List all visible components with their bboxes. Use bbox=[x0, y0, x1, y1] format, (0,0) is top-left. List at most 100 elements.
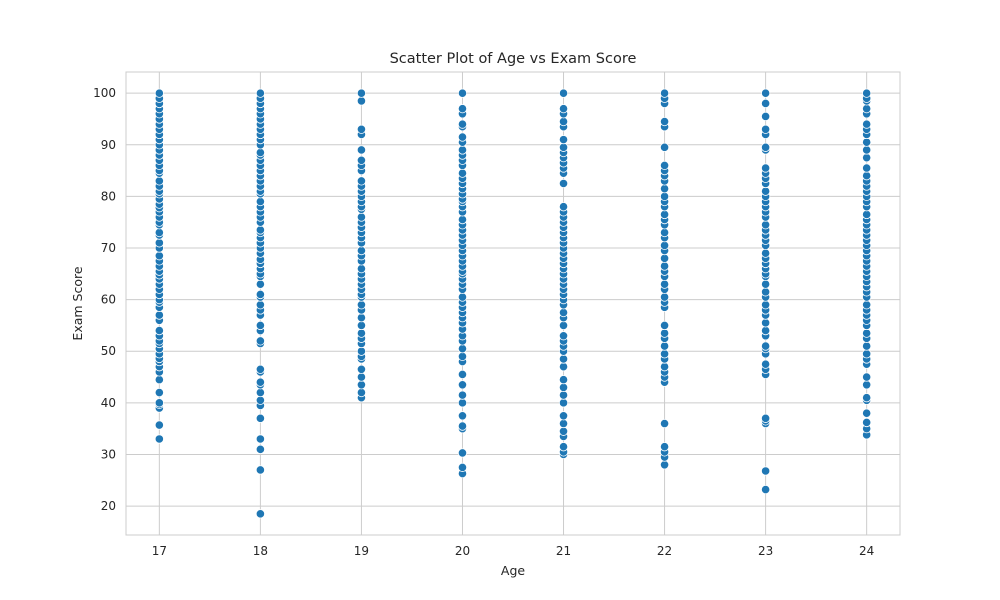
data-point bbox=[255, 147, 265, 158]
x-tick-label: 19 bbox=[354, 544, 369, 558]
data-point bbox=[255, 320, 265, 331]
data-point bbox=[255, 289, 265, 300]
data-point bbox=[558, 418, 569, 429]
data-point bbox=[761, 287, 771, 297]
data-point bbox=[862, 163, 872, 173]
data-point bbox=[457, 369, 468, 380]
data-point bbox=[457, 398, 468, 408]
y-tick-label: 80 bbox=[101, 189, 116, 203]
data-point bbox=[558, 116, 569, 127]
data-point bbox=[862, 119, 872, 129]
data-point bbox=[659, 88, 670, 98]
data-point bbox=[659, 460, 670, 470]
y-tick-label: 20 bbox=[101, 499, 116, 513]
data-point bbox=[255, 444, 265, 454]
data-point bbox=[659, 328, 670, 338]
data-point bbox=[862, 393, 872, 403]
data-point bbox=[356, 264, 367, 274]
plot-area bbox=[125, 71, 901, 536]
data-point bbox=[457, 168, 468, 178]
y-tick-label: 100 bbox=[93, 86, 116, 100]
data-point bbox=[862, 153, 872, 163]
data-point bbox=[659, 442, 670, 452]
data-point bbox=[862, 341, 872, 351]
data-point bbox=[761, 142, 771, 152]
data-point bbox=[356, 124, 367, 134]
data-point bbox=[457, 421, 468, 431]
data-point bbox=[457, 390, 468, 400]
data-point bbox=[558, 104, 569, 114]
data-point bbox=[761, 279, 771, 289]
data-point bbox=[356, 155, 367, 165]
data-point bbox=[558, 375, 569, 385]
data-point bbox=[356, 387, 367, 398]
x-tick-label: 20 bbox=[455, 544, 470, 558]
data-point bbox=[255, 300, 265, 310]
x-tick-label: 17 bbox=[152, 544, 167, 558]
data-point bbox=[154, 434, 164, 444]
data-point bbox=[255, 279, 265, 289]
data-point bbox=[558, 331, 569, 341]
data-point bbox=[457, 292, 468, 302]
data-point bbox=[356, 313, 367, 323]
data-point bbox=[356, 245, 367, 256]
data-point bbox=[862, 137, 872, 147]
data-point bbox=[761, 359, 771, 369]
data-point bbox=[761, 484, 771, 495]
data-point bbox=[457, 132, 468, 142]
y-axis-label: Exam Score bbox=[70, 266, 85, 340]
data-point bbox=[255, 465, 265, 475]
data-point bbox=[558, 442, 569, 452]
chart-title: Scatter Plot of Age vs Exam Score bbox=[390, 51, 637, 67]
data-point bbox=[356, 372, 367, 382]
data-point bbox=[761, 111, 771, 121]
data-point bbox=[154, 398, 164, 408]
data-point bbox=[356, 320, 367, 331]
data-point bbox=[356, 176, 367, 186]
data-point bbox=[761, 186, 771, 196]
data-point bbox=[356, 346, 367, 356]
data-point bbox=[255, 225, 265, 235]
data-point bbox=[558, 362, 569, 372]
data-point bbox=[457, 351, 468, 362]
data-point bbox=[154, 227, 164, 238]
data-point bbox=[457, 448, 468, 458]
data-point bbox=[862, 145, 872, 155]
data-point bbox=[862, 328, 872, 338]
x-tick-label: 24 bbox=[859, 544, 874, 558]
data-point bbox=[255, 434, 265, 444]
data-point bbox=[862, 372, 872, 382]
data-point bbox=[558, 135, 569, 145]
data-point bbox=[862, 408, 872, 418]
y-tick-label: 40 bbox=[101, 396, 116, 410]
data-point bbox=[558, 411, 569, 421]
data-point bbox=[659, 191, 670, 201]
data-point bbox=[862, 88, 872, 98]
data-point bbox=[356, 145, 367, 155]
data-point bbox=[356, 96, 367, 106]
data-point bbox=[255, 413, 265, 423]
data-point bbox=[659, 253, 670, 263]
data-point bbox=[356, 328, 367, 338]
y-tick-label: 70 bbox=[101, 241, 116, 255]
x-tick-label: 18 bbox=[253, 544, 268, 558]
data-point bbox=[154, 387, 164, 398]
data-point bbox=[255, 387, 265, 398]
data-point bbox=[457, 344, 468, 354]
data-point bbox=[356, 364, 367, 374]
data-point bbox=[255, 336, 265, 346]
data-point bbox=[457, 145, 468, 155]
data-point bbox=[659, 418, 670, 429]
y-tick-label: 50 bbox=[101, 344, 116, 358]
data-point bbox=[558, 307, 569, 318]
data-point bbox=[761, 220, 771, 230]
data-point bbox=[862, 300, 872, 310]
data-point bbox=[255, 509, 265, 519]
x-axis-label: Age bbox=[501, 563, 525, 578]
data-point bbox=[558, 320, 569, 331]
data-point bbox=[558, 382, 569, 392]
data-point bbox=[761, 318, 771, 328]
data-point bbox=[457, 462, 468, 472]
